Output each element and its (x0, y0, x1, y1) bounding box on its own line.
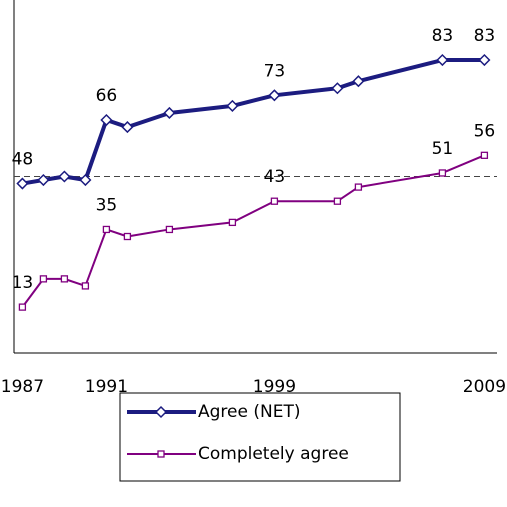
data-point (60, 275, 69, 283)
data-label: 83 (432, 26, 454, 46)
data-point (436, 53, 449, 67)
data-point (480, 151, 489, 159)
data-point (228, 218, 237, 227)
legend-label: Completely agree (198, 444, 349, 464)
data-label: 56 (474, 121, 496, 141)
data-point (81, 282, 90, 290)
data-point (331, 82, 344, 95)
data-label: 73 (264, 61, 286, 81)
data-point (270, 197, 279, 205)
data-point (121, 121, 134, 134)
x-tick-label: 1987 (1, 377, 44, 397)
data-point (37, 173, 50, 187)
data-point (100, 113, 113, 127)
data-point (354, 183, 363, 191)
data-point (333, 197, 342, 205)
data-point (123, 232, 132, 241)
series-line (22, 58, 485, 186)
legend-marker (157, 450, 165, 458)
data-point (165, 225, 174, 234)
data-label: 83 (474, 26, 496, 46)
x-tick-label: 1991 (85, 377, 128, 397)
data-point (102, 225, 111, 234)
legend-marker (154, 405, 168, 419)
legend-label: Agree (NET) (198, 402, 300, 422)
data-label: 51 (432, 139, 454, 159)
data-label: 35 (96, 195, 118, 215)
data-point (18, 303, 27, 311)
legend-box (119, 392, 401, 482)
data-point (226, 99, 239, 112)
data-point (39, 275, 48, 283)
data-point (478, 53, 491, 67)
data-point (268, 89, 281, 102)
data-point (16, 177, 29, 190)
data-label: 13 (12, 273, 34, 293)
x-tick-label: 1999 (253, 377, 296, 397)
data-label: 48 (12, 150, 34, 170)
data-point (79, 173, 92, 187)
series-line (21, 154, 485, 308)
data-label: 66 (96, 86, 118, 106)
x-tick-label: 2009 (463, 377, 506, 397)
data-point (58, 170, 71, 183)
data-label: 43 (264, 167, 286, 187)
data-point (438, 169, 447, 177)
data-point (163, 106, 176, 120)
data-point (352, 75, 365, 88)
